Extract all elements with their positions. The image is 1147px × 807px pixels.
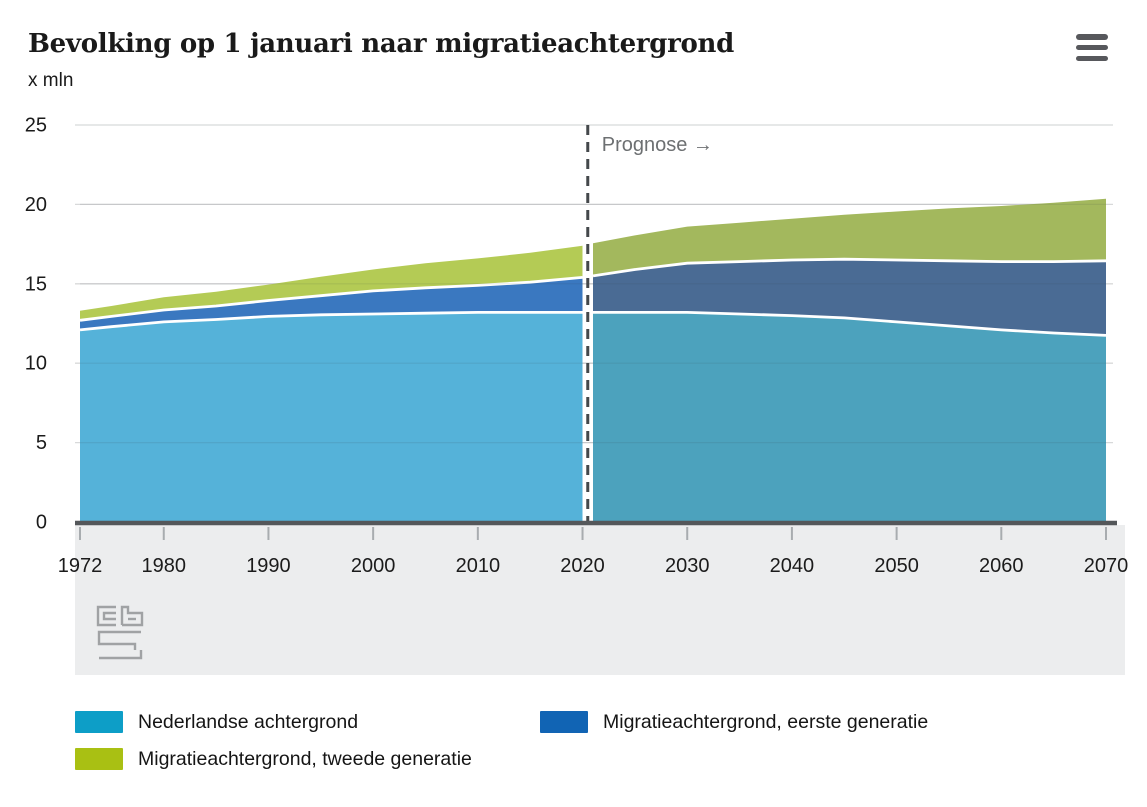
x-tick-label: 1972: [58, 555, 103, 577]
x-tick-label: 2020: [560, 555, 605, 577]
area-prog-1: [593, 259, 1106, 336]
legend-swatch-cyan-icon: [75, 711, 123, 733]
x-tick-label: 1990: [246, 555, 291, 577]
hamburger-icon: [1076, 34, 1108, 40]
area-prog-2: [593, 198, 1106, 276]
band-separator: [592, 257, 1107, 278]
cbs-logo-icon: [96, 605, 144, 660]
area-hist-1: [80, 277, 583, 330]
population-area-chart[interactable]: Prognose →1972 1980 1990 2000 2010 2020 2030 20…: [0, 115, 1147, 681]
x-tick-label: 2000: [351, 555, 396, 577]
legend-item-eerste-generatie[interactable]: Migratieachtergrond, eerste generatie: [540, 711, 928, 733]
band-separator: [79, 276, 583, 322]
legend-label: Nederlandse achtergrond: [138, 711, 359, 733]
hamburger-icon: [1076, 44, 1108, 51]
legend-swatch-blue-icon: [540, 711, 588, 733]
legend-swatch-green-icon: [75, 748, 123, 770]
menu-button[interactable]: [1076, 34, 1108, 61]
legend-label: Migratieachtergrond, tweede generatie: [138, 748, 472, 770]
band-separator: [593, 311, 1107, 337]
plot-footer-strip: [75, 525, 1125, 675]
x-tick-label: 2050: [874, 555, 919, 577]
legend-item-nederlandse-achtergrond[interactable]: Nederlandse achtergrond: [75, 711, 358, 733]
area-prog-0: [593, 312, 1106, 522]
area-hist-2: [80, 245, 583, 321]
x-tick-label: 1980: [142, 555, 187, 577]
chart-area: Prognose → 1972 1980 1990 2000 2010 2020 2030 20…: [0, 115, 1147, 681]
x-tick-label: 2060: [979, 555, 1024, 577]
y-tick-label: 15: [25, 273, 47, 295]
legend-item-tweede-generatie[interactable]: Migratieachtergrond, tweede generatie: [75, 748, 472, 770]
page-title: Bevolking op 1 januari naar migratieacht…: [28, 29, 735, 60]
x-tick-label: 2030: [665, 555, 710, 577]
band-separator: [79, 311, 583, 332]
x-tick-label: 2070: [1084, 555, 1129, 577]
x-tick-label: 2010: [456, 555, 501, 577]
x-tick-label: 2040: [770, 555, 815, 577]
y-tick-label: 25: [25, 115, 47, 137]
area-hist-0: [80, 312, 583, 522]
y-tick-label: 0: [36, 512, 47, 534]
hamburger-icon: [1076, 55, 1108, 61]
y-tick-label: 10: [25, 353, 47, 375]
y-tick-label: 20: [25, 194, 47, 216]
unit-label: x mln: [28, 70, 74, 91]
legend-label: Migratieachtergrond, eerste generatie: [603, 711, 929, 733]
y-tick-label: 5: [36, 432, 47, 454]
prognose-label: Prognose →: [602, 134, 713, 156]
